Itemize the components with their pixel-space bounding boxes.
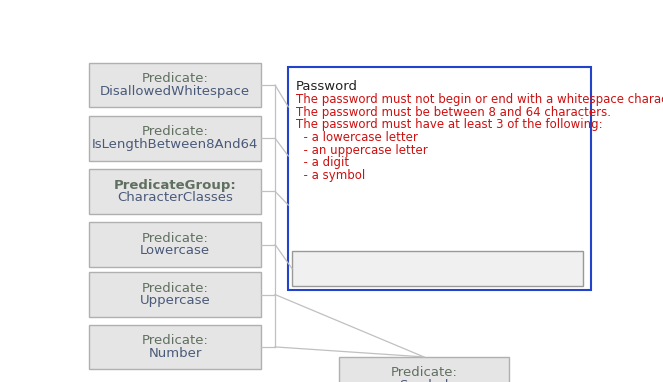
Text: Predicate:: Predicate: [142, 232, 209, 245]
Text: The password must not begin or end with a whitespace character.: The password must not begin or end with … [296, 93, 663, 106]
Text: Predicate:: Predicate: [142, 282, 209, 295]
Text: Number: Number [149, 346, 202, 360]
Text: CharacterClasses: CharacterClasses [117, 191, 233, 204]
Text: The password must have at least 3 of the following:: The password must have at least 3 of the… [296, 118, 603, 131]
Bar [292, 251, 583, 286]
Bar [339, 357, 509, 382]
Bar [89, 272, 261, 317]
Text: Predicate:: Predicate: [391, 366, 457, 379]
Text: Password: Password [296, 81, 358, 94]
Text: IsLengthBetween8And64: IsLengthBetween8And64 [92, 138, 259, 151]
Bar [89, 63, 261, 107]
Text: Predicate:: Predicate: [142, 334, 209, 347]
Text: Uppercase: Uppercase [140, 294, 210, 307]
Text: Predicate:: Predicate: [142, 72, 209, 85]
Bar [89, 169, 261, 214]
Text: Lowercase: Lowercase [140, 244, 210, 257]
Text: - an uppercase letter: - an uppercase letter [296, 144, 428, 157]
Bar [89, 325, 261, 369]
Text: The password must be between 8 and 64 characters.: The password must be between 8 and 64 ch… [296, 105, 611, 118]
Text: DisallowedWhitespace: DisallowedWhitespace [100, 85, 250, 98]
Text: Symbol: Symbol [399, 379, 449, 382]
Text: - a symbol: - a symbol [296, 169, 365, 182]
Text: - a lowercase letter: - a lowercase letter [296, 131, 418, 144]
Text: Predicate:: Predicate: [142, 126, 209, 139]
Bar [89, 222, 261, 267]
Bar [288, 66, 591, 290]
Bar [89, 116, 261, 160]
Text: - a digit: - a digit [296, 156, 349, 169]
Text: PredicateGroup:: PredicateGroup: [114, 179, 237, 192]
